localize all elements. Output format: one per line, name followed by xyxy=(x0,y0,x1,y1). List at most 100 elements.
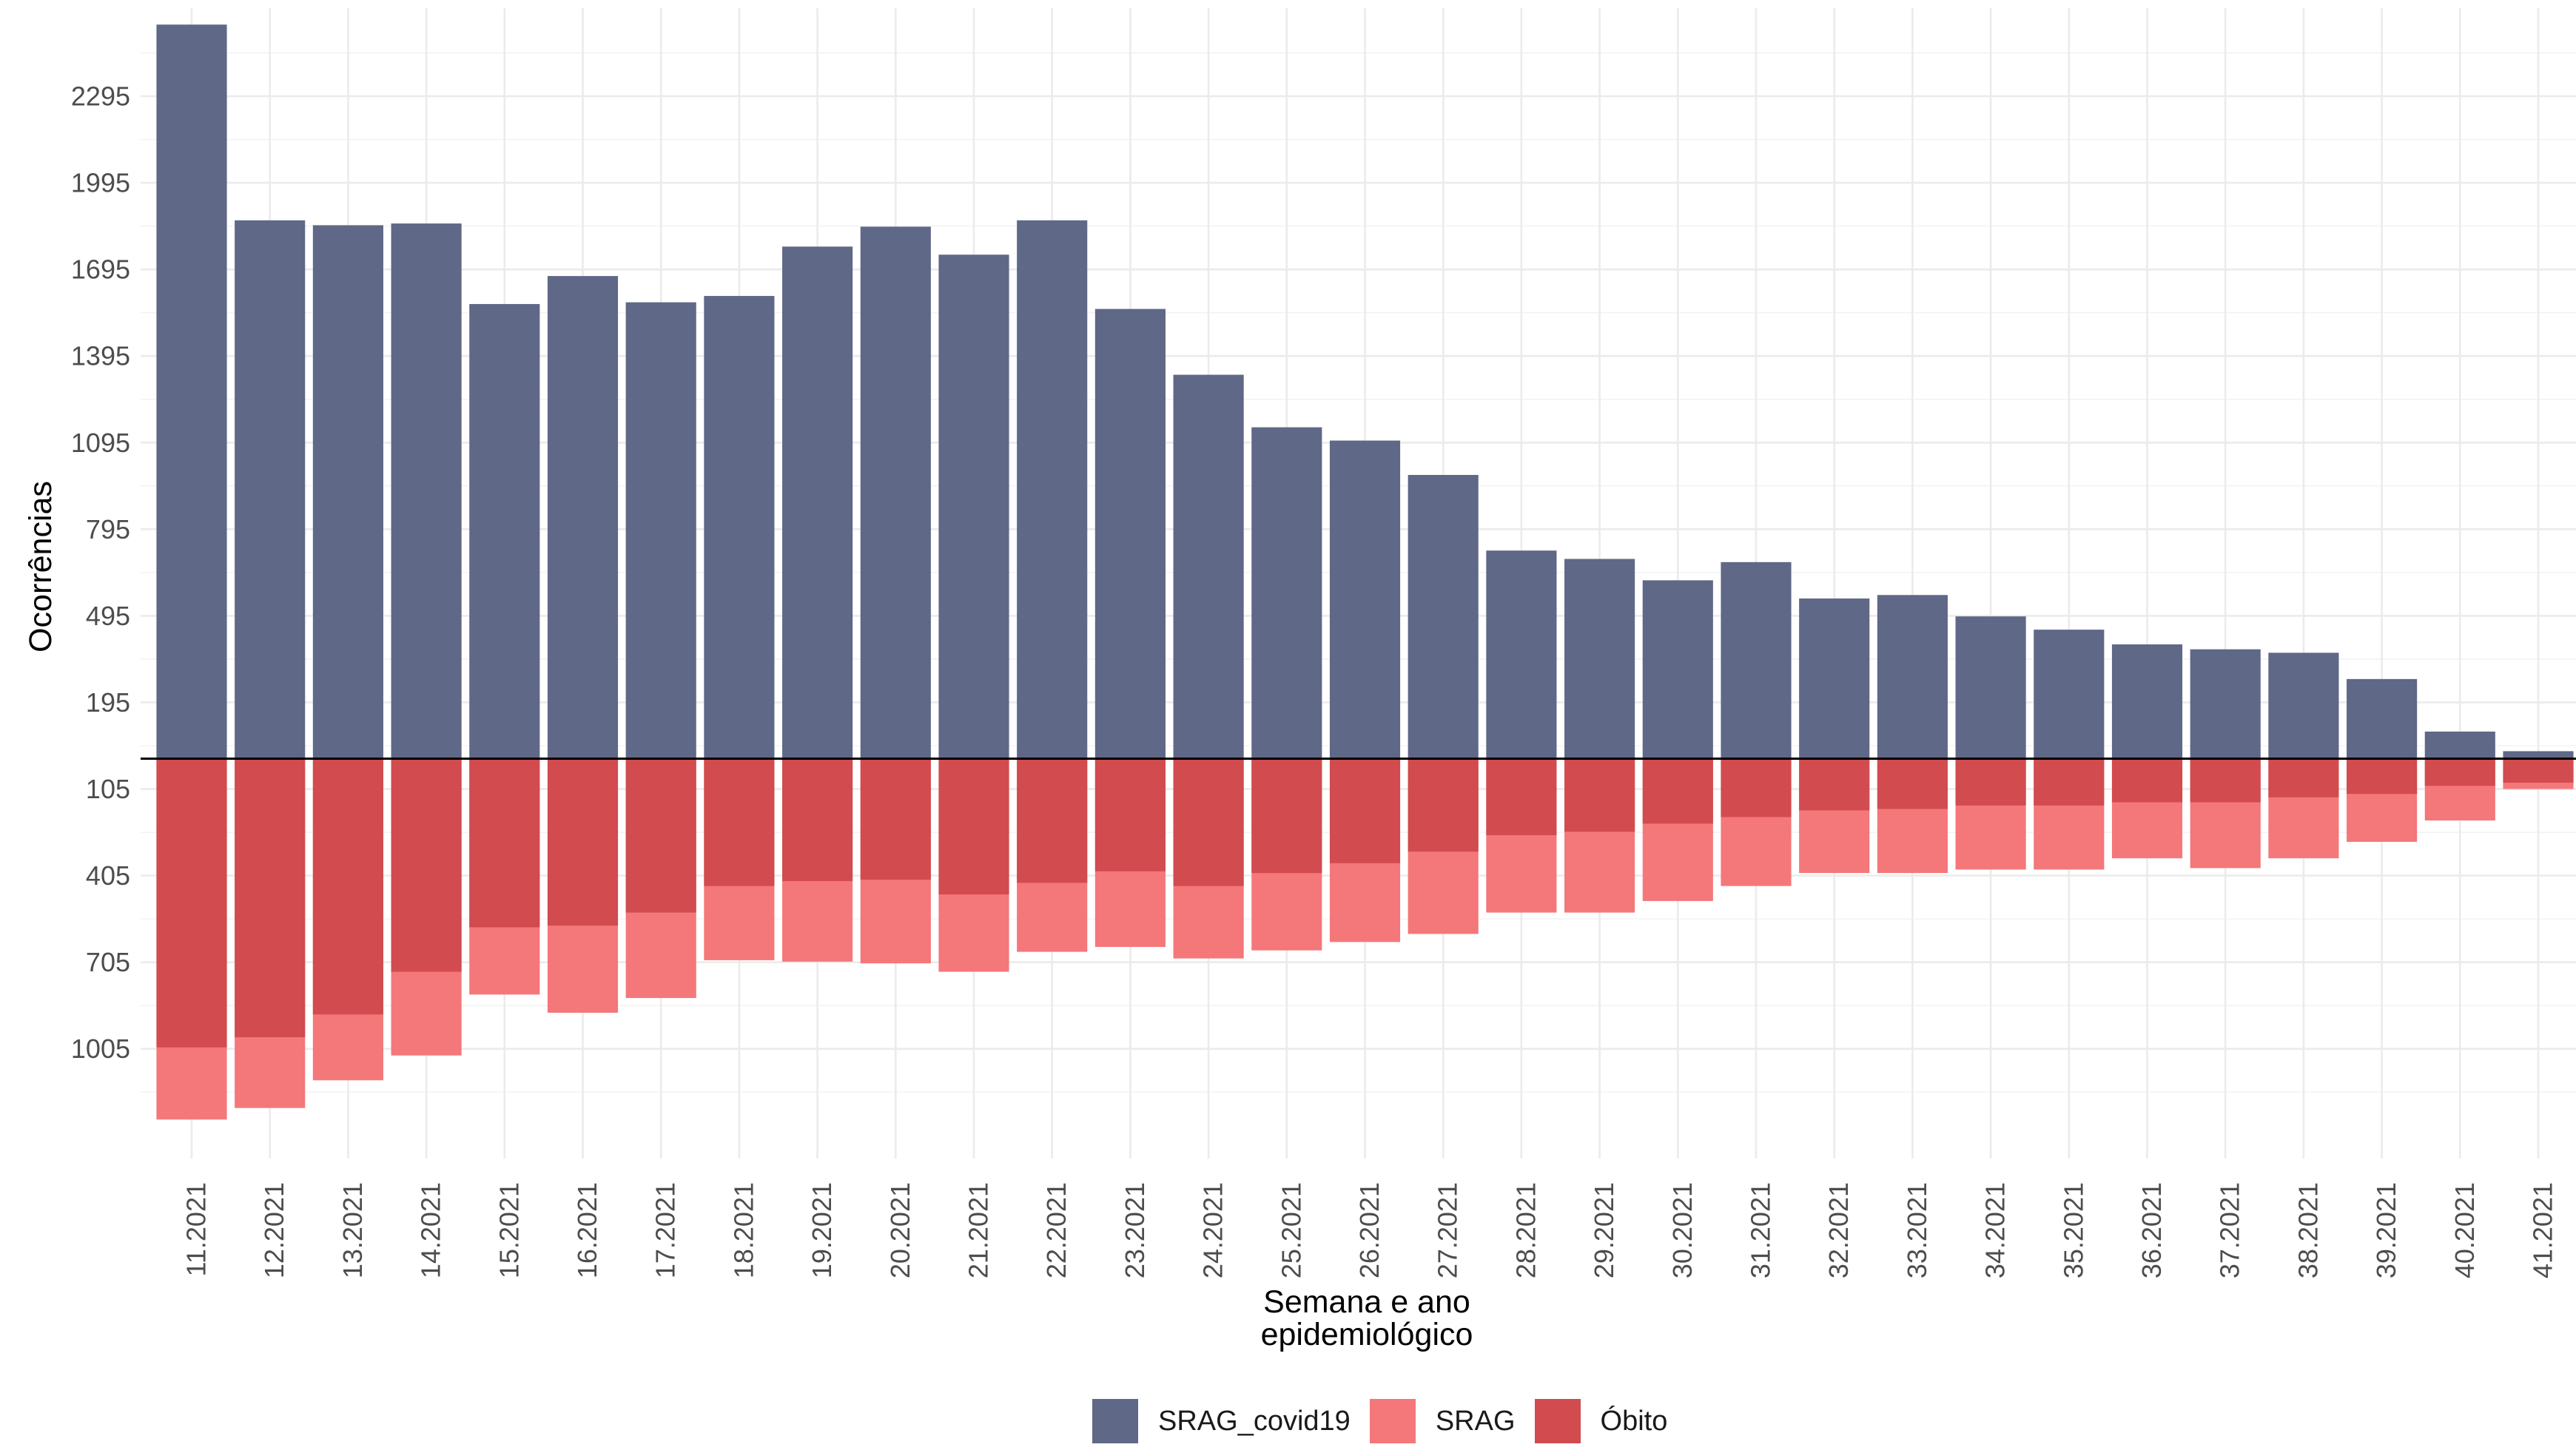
x-tick-label: 26.2021 xyxy=(1354,1182,1385,1278)
x-tick-label: 15.2021 xyxy=(494,1182,524,1278)
x-tick-label: 38.2021 xyxy=(2293,1182,2323,1278)
bar-srag-covid19 xyxy=(938,254,1009,759)
x-tick-label: 12.2021 xyxy=(259,1182,289,1278)
bar-obito xyxy=(1877,758,1948,809)
x-tick-label: 20.2021 xyxy=(885,1182,915,1278)
x-tick-label: 18.2021 xyxy=(728,1182,759,1278)
x-tick-label: 37.2021 xyxy=(2215,1182,2245,1278)
bar-obito xyxy=(1173,758,1244,886)
legend-swatch-obito xyxy=(1534,1399,1581,1443)
bar-srag-covid19 xyxy=(1564,559,1635,759)
bar-srag-covid19 xyxy=(860,226,931,759)
legend-label-srag-covid19: SRAG_covid19 xyxy=(1158,1405,1351,1437)
bar-srag-covid19 xyxy=(235,220,306,759)
x-tick-label: 25.2021 xyxy=(1276,1182,1306,1278)
legend-label-srag: SRAG xyxy=(1435,1405,1516,1437)
bar-srag-covid19 xyxy=(1955,616,2026,759)
bar-obito xyxy=(1955,758,2026,806)
x-tick-label: 40.2021 xyxy=(2449,1182,2480,1278)
bar-srag-covid19 xyxy=(625,302,696,759)
bar-obito xyxy=(2347,758,2418,795)
x-tick-label: 13.2021 xyxy=(337,1182,368,1278)
x-tick-label: 16.2021 xyxy=(572,1182,602,1278)
x-tick-label: 32.2021 xyxy=(1823,1182,1854,1278)
x-tick-label: 33.2021 xyxy=(1902,1182,1932,1278)
bar-srag-covid19 xyxy=(1408,474,1479,759)
bar-obito xyxy=(2190,758,2261,803)
x-tick-label: 22.2021 xyxy=(1041,1182,1072,1278)
x-tick-label: 27.2021 xyxy=(1433,1182,1463,1278)
bar-srag-covid19 xyxy=(704,296,775,759)
legend-item-obito: Óbito xyxy=(1534,1399,1668,1443)
bar-srag-covid19 xyxy=(2347,678,2418,759)
gridlines xyxy=(141,8,2576,1159)
bar-obito xyxy=(235,758,306,1038)
x-tick-label: 17.2021 xyxy=(650,1182,681,1278)
bar-obito xyxy=(1017,758,1088,883)
bar-obito xyxy=(312,758,383,1015)
bar-srag-covid19 xyxy=(1877,595,1948,759)
legend-label-obito: Óbito xyxy=(1600,1405,1668,1437)
bar-srag-covid19 xyxy=(2111,644,2183,759)
bar-obito xyxy=(625,758,696,913)
bar-obito xyxy=(1094,758,1166,871)
legend-item-srag-covid19: SRAG_covid19 xyxy=(1092,1399,1351,1443)
bar-obito xyxy=(1721,758,1792,817)
y-axis-title: Ocorrências xyxy=(23,481,58,652)
bar-obito xyxy=(860,758,931,880)
y-tick-label: 1095 xyxy=(71,428,130,458)
bar-obito xyxy=(2111,758,2183,803)
bar-obito xyxy=(1564,758,1635,832)
bar-srag-covid19 xyxy=(1642,580,1713,759)
bar-obito xyxy=(2503,758,2574,783)
bar-obito xyxy=(2268,758,2339,798)
x-tick-label: 36.2021 xyxy=(2136,1182,2167,1278)
legend-swatch-srag-covid19 xyxy=(1092,1399,1138,1443)
legend: SRAG_covid19 SRAG Óbito xyxy=(1092,1399,1686,1443)
bar-srag-covid19 xyxy=(469,303,540,759)
bar-obito xyxy=(704,758,775,886)
y-tick-label: 795 xyxy=(86,514,130,544)
bar-obito xyxy=(2424,758,2495,786)
x-tick-label: 23.2021 xyxy=(1120,1182,1150,1278)
bar-srag-covid19 xyxy=(1486,550,1557,759)
x-tick-label: 21.2021 xyxy=(964,1182,994,1278)
x-tick-label: 30.2021 xyxy=(1667,1182,1698,1278)
bar-srag-covid19 xyxy=(312,225,383,759)
x-tick-label: 14.2021 xyxy=(416,1182,446,1278)
bar-srag-covid19 xyxy=(1094,308,1166,759)
bar-srag-covid19 xyxy=(1329,440,1401,759)
bar-obito xyxy=(391,758,462,972)
bar-srag-covid19 xyxy=(2503,751,2574,759)
bar-srag-covid19 xyxy=(547,276,619,759)
x-tick-label: 31.2021 xyxy=(1746,1182,1776,1278)
bar-srag-covid19 xyxy=(782,246,853,759)
bar-srag-covid19 xyxy=(1799,598,1870,759)
bar-srag-covid19 xyxy=(2034,630,2105,759)
bar-srag-covid19 xyxy=(391,223,462,759)
legend-swatch-srag xyxy=(1369,1399,1416,1443)
bar-srag-covid19 xyxy=(1721,562,1792,759)
bar-srag-covid19 xyxy=(2268,652,2339,759)
bar-obito xyxy=(938,758,1009,894)
bar-srag-covid19 xyxy=(1173,374,1244,759)
bar-srag-covid19 xyxy=(156,24,227,759)
bar-obito xyxy=(547,758,619,926)
bar-srag-covid19 xyxy=(2190,649,2261,759)
x-tick-label: 39.2021 xyxy=(2371,1182,2401,1278)
x-axis-ticks: 11.2021 12.2021 13.2021 14.2021 15.2021 16.20… xyxy=(181,1182,2558,1278)
bar-obito xyxy=(1486,758,1557,835)
bar-srag-covid19 xyxy=(1251,427,1322,759)
y-tick-label: 1995 xyxy=(71,168,130,198)
y-tick-label: 105 xyxy=(86,774,130,804)
y-tick-label: 1695 xyxy=(71,254,130,285)
bar-srag-covid19 xyxy=(1017,220,1088,759)
x-tick-label: 19.2021 xyxy=(807,1182,837,1278)
y-tick-label: 405 xyxy=(86,860,130,891)
bar-obito xyxy=(156,758,227,1048)
bars xyxy=(156,24,2574,1120)
y-tick-label: 495 xyxy=(86,601,130,631)
x-axis-title-line-2: epidemiológico xyxy=(1261,1317,1473,1352)
x-tick-label: 24.2021 xyxy=(1198,1182,1228,1278)
